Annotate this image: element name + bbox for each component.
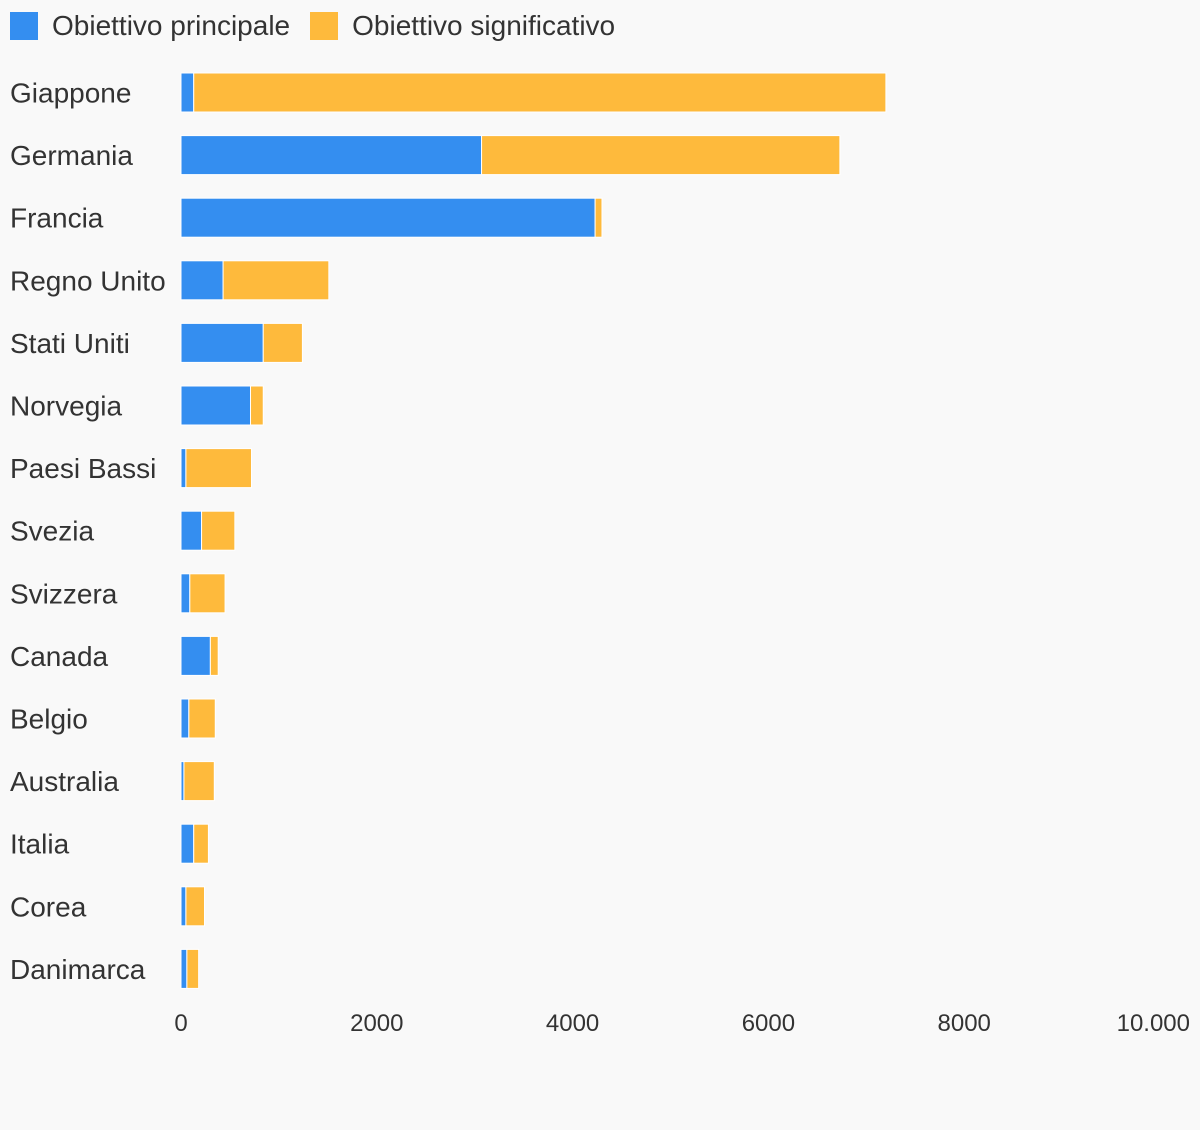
bar-corea-significant xyxy=(185,886,205,927)
category-label-danimarca: Danimarca xyxy=(10,954,146,985)
category-label-giappone: Giappone xyxy=(10,78,131,109)
category-label-paesi-bassi: Paesi Bassi xyxy=(10,453,156,484)
bar-giappone-significant xyxy=(193,72,887,113)
bar-svezia-significant xyxy=(201,510,236,551)
category-label-norvegia: Norvegia xyxy=(10,391,122,422)
category-label-stati-uniti: Stati Uniti xyxy=(10,328,130,359)
bar-paesi-bassi-significant xyxy=(185,448,252,489)
legend-label-primary: Obiettivo principale xyxy=(52,10,291,41)
bar-canada-primary xyxy=(180,635,211,676)
bar-norvegia-significant xyxy=(250,385,264,426)
category-label-belgio: Belgio xyxy=(10,704,88,735)
category-label-svezia: Svezia xyxy=(10,516,94,547)
bar-svizzera-primary xyxy=(180,573,191,614)
bar-italia-significant xyxy=(193,823,209,864)
category-label-regno-unito: Regno Unito xyxy=(10,265,166,296)
bar-corea-primary xyxy=(180,886,187,927)
legend-item-primary: Obiettivo principale xyxy=(10,10,290,42)
legend-swatch-primary xyxy=(10,12,38,40)
bar-francia-significant xyxy=(594,197,603,238)
category-label-germania: Germania xyxy=(10,140,133,171)
legend-item-significant: Obiettivo significativo xyxy=(310,10,615,42)
category-label-australia: Australia xyxy=(10,766,119,797)
bar-germania-primary xyxy=(180,135,483,176)
x-tick-label-10000: 10.000 xyxy=(1117,1010,1190,1037)
bar-stati-uniti-primary xyxy=(180,322,264,363)
bar-danimarca-primary xyxy=(180,948,188,989)
category-label-corea: Corea xyxy=(10,891,87,922)
bar-giappone-primary xyxy=(180,72,195,113)
bar-stati-uniti-significant xyxy=(262,322,303,363)
bar-regno-unito-significant xyxy=(222,260,330,301)
bar-svizzera-significant xyxy=(189,573,226,614)
category-label-francia: Francia xyxy=(10,203,104,234)
bar-italia-primary xyxy=(180,823,195,864)
category-label-svizzera: Svizzera xyxy=(10,578,118,609)
legend-swatch-significant xyxy=(310,12,339,40)
bar-danimarca-significant xyxy=(186,948,200,989)
bar-belgio-primary xyxy=(180,698,190,739)
bar-paesi-bassi-primary xyxy=(180,448,187,489)
x-tick-label-6000: 6000 xyxy=(742,1010,795,1037)
bar-francia-primary xyxy=(180,197,596,238)
bar-australia-significant xyxy=(183,761,215,802)
x-tick-label-8000: 8000 xyxy=(938,1010,991,1037)
x-tick-label-0: 0 xyxy=(174,1010,187,1037)
legend: Obiettivo principale Obiettivo significa… xyxy=(10,8,635,44)
x-tick-label-2000: 2000 xyxy=(350,1010,403,1037)
bar-canada-significant xyxy=(209,635,219,676)
bar-svezia-primary xyxy=(180,510,203,551)
bar-belgio-significant xyxy=(188,698,216,739)
legend-label-significant: Obiettivo significativo xyxy=(352,10,616,41)
x-tick-label-4000: 4000 xyxy=(546,1010,599,1037)
category-label-italia: Italia xyxy=(10,829,70,860)
bar-norvegia-primary xyxy=(180,385,252,426)
category-label-canada: Canada xyxy=(10,641,109,672)
bar-regno-unito-primary xyxy=(180,260,224,301)
bar-germania-significant xyxy=(481,135,841,176)
